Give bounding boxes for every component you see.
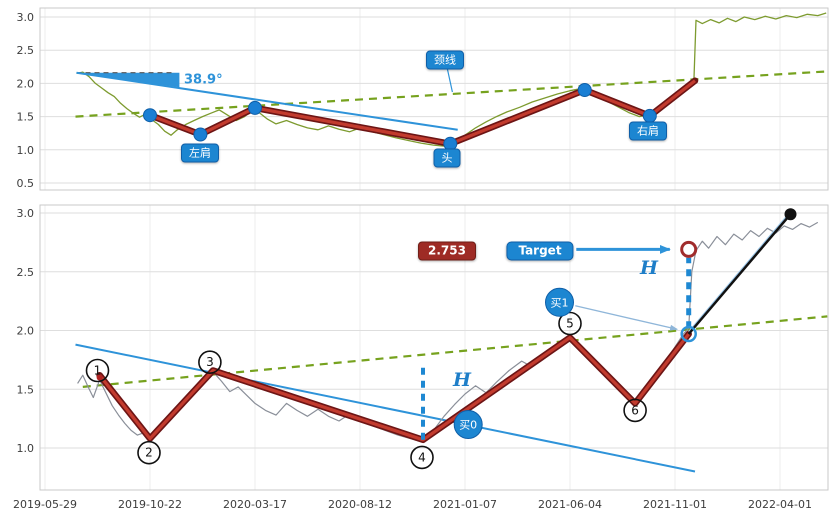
wave-zigzag-outline [96, 330, 692, 444]
head-badge[interactable]: 头 [433, 148, 461, 168]
support-trendline-dashed [82, 315, 828, 388]
target-price-badge[interactable]: 2.753 [418, 241, 476, 261]
pivot-6 [623, 398, 647, 423]
pivot-4 [410, 445, 434, 470]
pivot-1 [85, 358, 110, 383]
pivot-6-text: 6 [631, 403, 639, 417]
y-tick-label: 3.0 [17, 207, 35, 220]
buy0-marker[interactable] [453, 410, 483, 439]
pivot-4-text: 4 [418, 450, 426, 464]
pattern-dot-3[interactable] [577, 83, 592, 97]
pivot-3-text: 3 [206, 355, 214, 369]
y-tick-label: 3.0 [17, 11, 35, 24]
pivot-1-text: 1 [94, 364, 102, 378]
descending-trendline [76, 71, 458, 131]
plot-border [39, 204, 829, 491]
y-tick-label: 1.0 [17, 144, 35, 157]
projection-line [687, 213, 792, 335]
y-tick-label: 2.5 [17, 266, 35, 279]
target-ring[interactable] [680, 240, 698, 258]
buy1-pointer [575, 305, 679, 331]
buy0-marker-text: 买0 [459, 419, 477, 432]
target-button[interactable]: Target [506, 241, 574, 261]
neckline-label-pointer [446, 67, 453, 93]
angle-value-label: 38.9° [184, 72, 223, 88]
y-tick-label: 0.5 [17, 177, 35, 190]
descending-trendline [75, 343, 696, 473]
pivot-3 [198, 350, 222, 375]
height-label-2: H [640, 257, 658, 279]
x-tick-label: 2019-05-29 [13, 498, 77, 511]
x-tick-label: 2021-01-07 [433, 498, 497, 511]
pivot-2-text: 2 [145, 446, 153, 460]
x-tick-label: 2021-11-01 [643, 498, 707, 511]
plot-border [39, 7, 829, 191]
y-tick-label: 2.5 [17, 44, 35, 57]
pattern-dot-right-shoulder[interactable] [642, 108, 657, 123]
pivot-5 [558, 311, 582, 336]
pattern-dot-1[interactable] [143, 108, 157, 123]
x-tick-label: 2022-04-01 [748, 498, 812, 511]
pattern-dot-left-shoulder[interactable] [193, 127, 208, 142]
start-dot [96, 374, 103, 381]
pivot-2 [137, 440, 161, 465]
y-tick-label: 1.0 [17, 442, 35, 455]
x-tick-label: 2021-06-04 [538, 498, 602, 511]
buy1-marker[interactable] [545, 287, 574, 317]
y-tick-label: 1.5 [17, 383, 35, 396]
neckline-badge[interactable]: 颈线 [426, 50, 464, 70]
height-label-1: H [453, 369, 471, 391]
projection-dot [784, 208, 797, 221]
x-tick-label: 2019-10-22 [118, 498, 182, 511]
price-line [76, 12, 827, 148]
entry-ring[interactable] [680, 325, 697, 343]
right-shoulder-badge[interactable]: 右肩 [629, 121, 667, 141]
pattern-zigzag-outline [146, 77, 699, 148]
left-shoulder-badge[interactable]: 左肩 [181, 143, 219, 163]
wave-zigzag [98, 333, 690, 442]
projection-channel-line [688, 216, 787, 333]
y-tick-label: 1.5 [17, 111, 35, 124]
y-tick-label: 2.0 [17, 325, 35, 338]
pivot-5-text: 5 [566, 317, 574, 331]
buy1-marker-text: 买1 [551, 296, 569, 309]
x-tick-label: 2020-08-12 [328, 498, 392, 511]
x-tick-label: 2020-03-17 [223, 498, 287, 511]
pattern-dot-2[interactable] [248, 100, 262, 115]
y-tick-label: 2.0 [17, 77, 35, 90]
pattern-zigzag [149, 79, 696, 146]
